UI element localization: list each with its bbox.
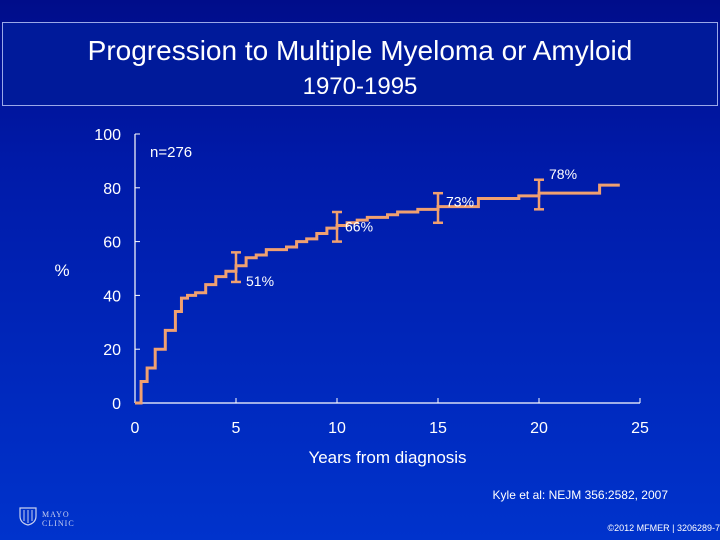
citation: Kyle et al: NEJM 356:2582, 2007 [492, 488, 668, 502]
y-tick-label: 20 [103, 342, 121, 359]
data-label: 73% [446, 194, 474, 210]
title-box: Progression to Multiple Myeloma or Amylo… [2, 22, 718, 106]
x-tick-label: 10 [328, 420, 346, 437]
x-tick-label: 20 [530, 420, 548, 437]
slide-title: Progression to Multiple Myeloma or Amylo… [87, 35, 633, 66]
shield-icon [19, 507, 37, 526]
y-axis-label: % [54, 261, 69, 280]
y-tick-label: 100 [94, 127, 121, 144]
data-label: 51% [246, 273, 274, 289]
mayo-clinic-logo: MAYO CLINIC [18, 506, 100, 528]
copyright: ©2012 MFMER | 3206289-7 [607, 523, 720, 533]
chart-marks [135, 178, 620, 405]
y-tick-label: 40 [103, 288, 121, 305]
x-tick-label: 15 [429, 420, 447, 437]
slide-subtitle: 1970-1995 [302, 73, 418, 100]
chart-labels: Years from diagnosis% n=276 51% 66% 73% 78% [54, 144, 577, 467]
sample-size-annotation: n=276 [150, 144, 192, 161]
x-tick-label: 25 [631, 420, 649, 437]
data-label: 66% [345, 218, 373, 234]
x-tick-label: 5 [232, 420, 241, 437]
data-label: 78% [549, 166, 577, 182]
progression-curve [135, 183, 620, 405]
logo-text: MAYO CLINIC [42, 510, 75, 528]
x-tick-label: 0 [131, 420, 140, 437]
y-tick-label: 0 [112, 396, 121, 413]
y-tick-label: 60 [103, 235, 121, 252]
y-tick-label: 80 [103, 181, 121, 198]
x-axis-label: Years from diagnosis [308, 448, 466, 467]
